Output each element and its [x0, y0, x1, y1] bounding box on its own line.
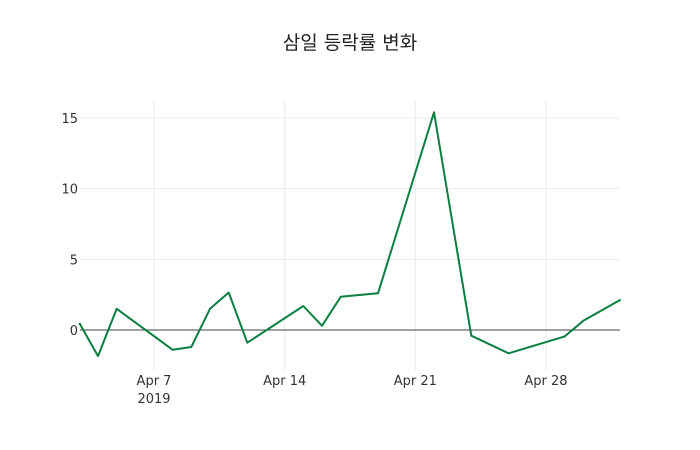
y-tick-label: 5 — [70, 253, 78, 268]
grid-lines — [80, 100, 620, 370]
x-tick-label: Apr 7 — [137, 374, 172, 389]
y-tick-label: 10 — [61, 183, 78, 198]
series-line — [78, 111, 622, 358]
x-tick-label: Apr 21 — [394, 374, 437, 389]
chart-title: 삼일 등락률 변화 — [283, 32, 417, 54]
x-tick-label: Apr 14 — [263, 374, 306, 389]
x-tick-label: Apr 28 — [524, 374, 567, 389]
x-tick-year-label: 2019 — [137, 392, 170, 407]
y-tick-label: 0 — [70, 324, 78, 339]
y-tick-label: 15 — [61, 112, 78, 127]
y-axis-ticks: 0 5 10 15 — [61, 112, 78, 339]
x-axis-ticks: Apr 7 Apr 14 Apr 21 Apr 28 2019 — [137, 374, 568, 407]
